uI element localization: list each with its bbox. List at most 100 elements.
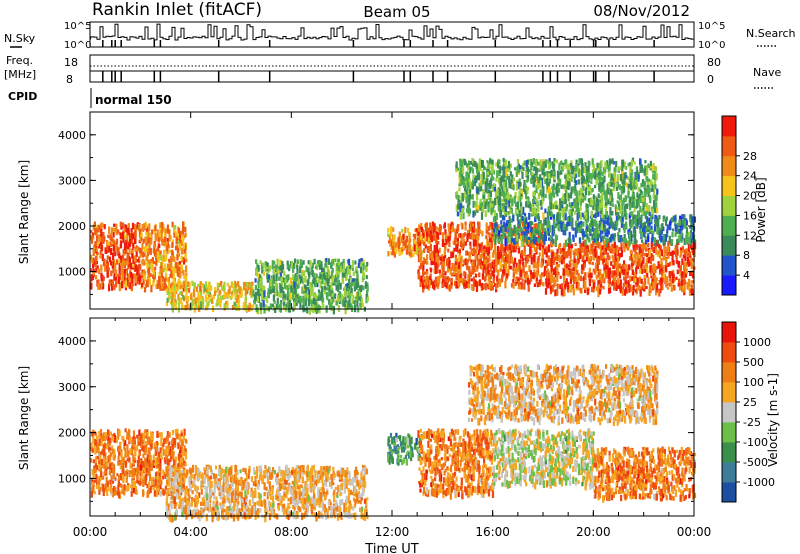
data-cell — [337, 274, 340, 279]
data-cell — [314, 299, 317, 306]
data-cell — [597, 271, 600, 278]
data-cell — [522, 265, 525, 273]
data-cell — [307, 287, 310, 291]
data-cell — [658, 288, 661, 297]
data-cell — [586, 253, 589, 258]
data-cell — [484, 166, 487, 171]
data-cell — [690, 238, 693, 243]
data-cell — [438, 269, 441, 274]
data-cell — [127, 227, 130, 235]
data-cell — [180, 264, 183, 268]
data-cell — [175, 236, 178, 244]
data-cell — [346, 267, 349, 275]
nsky-trace — [89, 23, 694, 41]
data-cell — [418, 258, 421, 263]
data-cell — [498, 235, 501, 239]
data-cell — [336, 265, 339, 271]
data-cell — [418, 224, 421, 232]
data-cell — [137, 265, 140, 271]
data-cell — [90, 268, 93, 273]
data-cell — [670, 270, 673, 276]
data-cell — [562, 228, 565, 235]
data-cell — [587, 288, 590, 295]
data-cell — [319, 294, 322, 301]
data-cell — [359, 266, 363, 274]
data-cell — [569, 278, 572, 284]
data-cell — [573, 252, 576, 259]
data-cell — [127, 264, 130, 267]
data-cell — [552, 238, 555, 245]
data-cell — [136, 246, 139, 252]
data-cell — [574, 210, 577, 215]
data-cell — [524, 257, 527, 261]
data-cell — [139, 251, 142, 258]
data-cell — [515, 277, 518, 283]
data-cell — [489, 221, 492, 227]
data-cell — [471, 232, 474, 240]
data-cell — [520, 250, 524, 256]
data-cell — [490, 177, 493, 181]
data-cell — [123, 273, 126, 282]
data-cell — [623, 248, 626, 253]
data-cell — [593, 238, 596, 243]
data-cell — [589, 249, 592, 255]
data-cell — [626, 271, 629, 278]
data-cell — [350, 292, 353, 297]
data-cell — [547, 206, 550, 211]
data-cell — [296, 259, 299, 265]
data-cell — [632, 245, 635, 251]
data-cell — [188, 281, 191, 289]
data-cell — [320, 263, 323, 269]
data-cell — [554, 289, 557, 297]
data-cell — [311, 270, 314, 278]
data-cell — [657, 219, 660, 228]
data-cell — [594, 171, 597, 180]
data-cell — [620, 249, 623, 257]
data-cell — [573, 275, 576, 281]
data-cell — [489, 272, 492, 280]
data-cell — [244, 282, 248, 287]
data-cell — [631, 184, 635, 192]
data-cell — [680, 229, 683, 238]
data-cell — [390, 226, 393, 230]
data-cell — [426, 284, 430, 289]
data-cell — [285, 274, 288, 282]
data-cell — [686, 236, 689, 244]
data-cell — [489, 234, 492, 238]
data-cell — [184, 232, 187, 237]
data-cell — [654, 276, 657, 285]
data-cell — [392, 227, 395, 232]
data-cell — [278, 266, 281, 274]
data-cell — [618, 247, 621, 251]
data-cell — [657, 261, 660, 269]
data-cell — [594, 212, 597, 219]
data-cell — [602, 240, 605, 245]
data-cell — [574, 243, 577, 247]
data-cell — [679, 215, 682, 222]
data-cell — [487, 193, 490, 201]
data-cell — [654, 214, 657, 223]
data-cell — [144, 283, 147, 289]
data-cell — [143, 252, 146, 257]
data-cell — [156, 229, 159, 238]
data-cell — [584, 178, 588, 184]
data-cell — [638, 284, 641, 291]
data-cell — [177, 262, 181, 267]
data-cell — [146, 226, 149, 234]
data-cell — [499, 261, 502, 269]
data-cell — [597, 245, 601, 249]
data-cell — [537, 223, 540, 230]
data-cell — [682, 219, 685, 228]
data-cell — [535, 276, 538, 282]
data-cell — [233, 302, 237, 306]
data-cell — [636, 225, 639, 229]
data-cell — [444, 229, 447, 235]
data-cell — [395, 246, 398, 255]
data-cell — [570, 245, 573, 252]
data-cell — [564, 239, 567, 247]
data-cell — [476, 258, 479, 266]
data-cell — [542, 163, 546, 171]
data-cell — [623, 242, 626, 249]
data-cell — [111, 237, 114, 242]
data-cell — [540, 272, 543, 277]
